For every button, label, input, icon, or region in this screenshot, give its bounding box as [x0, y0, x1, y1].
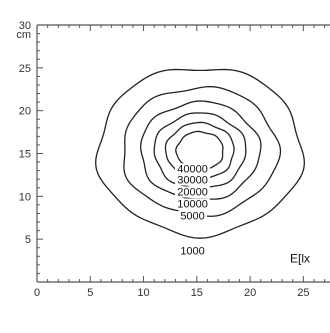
quantity-label: E[lx — [290, 251, 310, 265]
x-tick-label: 20 — [244, 287, 256, 299]
y-tick-label: 10 — [19, 191, 31, 203]
y-tick-label: 20 — [19, 106, 31, 118]
contour-label-10000: 10000 — [177, 198, 208, 210]
contour-line-10000 — [140, 100, 262, 200]
y-tick-label: 5 — [25, 234, 31, 246]
contour-label-30000: 30000 — [177, 174, 208, 186]
contour-label-bg — [178, 245, 207, 257]
y-tick-label: 30 — [19, 20, 31, 32]
contour-label-5000: 5000 — [180, 210, 204, 222]
contour-line-40000 — [175, 130, 224, 172]
contour-label-20000: 20000 — [177, 186, 208, 198]
contour-label-bg — [175, 174, 211, 186]
contour-line-5000 — [123, 85, 282, 217]
x-tick-label: 25 — [297, 287, 309, 299]
contour-line-20000 — [153, 112, 247, 189]
y-tick-label: 15 — [19, 149, 31, 161]
x-tick-label: 15 — [191, 287, 203, 299]
contour-label-bg — [175, 186, 211, 198]
contour-line-30000 — [164, 121, 235, 180]
contour-label-40000: 40000 — [177, 163, 208, 175]
contour-label-1000: 1000 — [180, 246, 204, 258]
x-tick-label: 10 — [137, 287, 149, 299]
x-tick-label: 0 — [34, 287, 40, 299]
contour-label-bg — [175, 163, 211, 175]
y-tick-label: 25 — [19, 63, 31, 75]
x-tick-label: 5 — [87, 287, 93, 299]
contour-label-bg — [175, 198, 211, 210]
contour-line-1000 — [95, 68, 305, 239]
contour-label-bg — [178, 210, 207, 222]
y-axis-unit-label: cm — [16, 29, 31, 41]
